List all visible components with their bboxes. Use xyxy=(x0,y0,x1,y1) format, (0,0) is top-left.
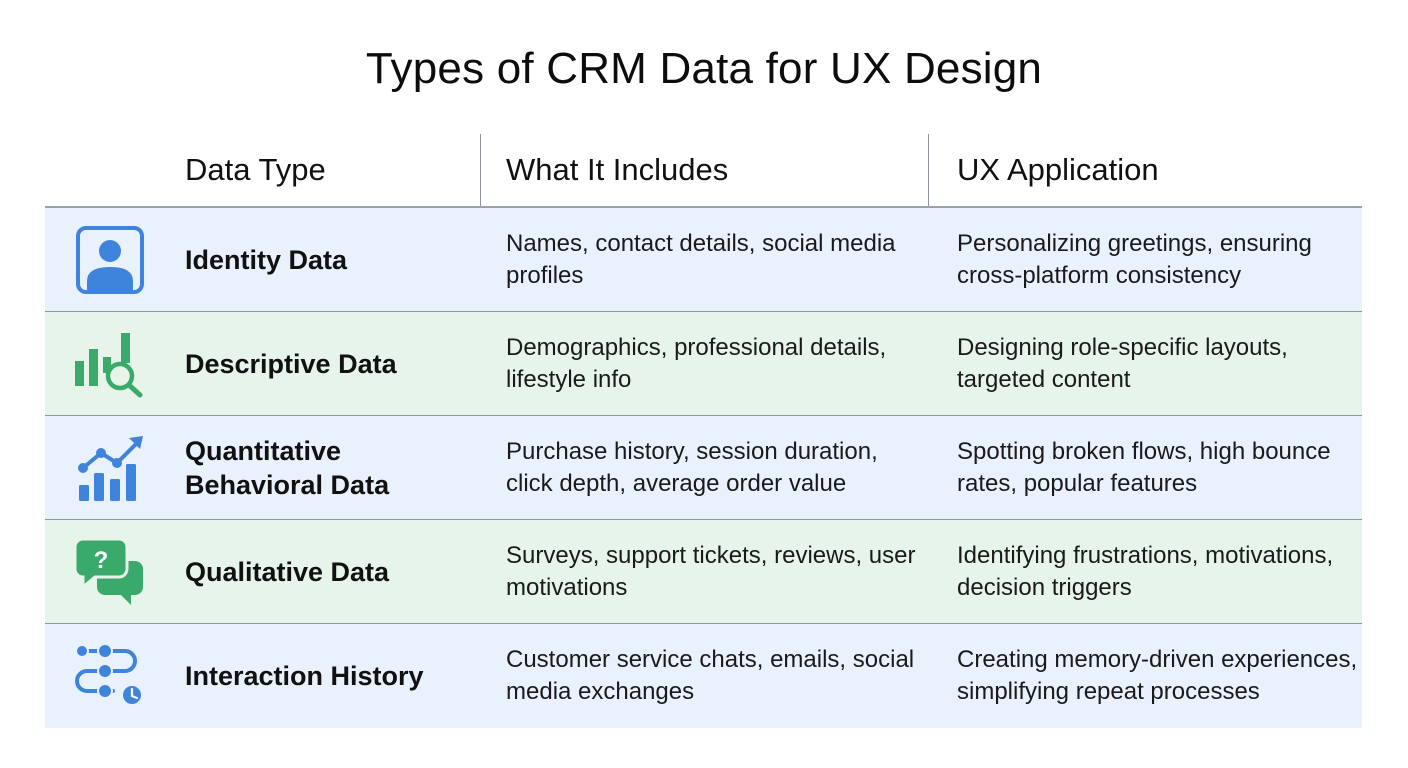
identity-profile-icon xyxy=(73,225,147,295)
header-data-type: Data Type xyxy=(185,152,326,187)
table-row: Interaction History Customer service cha… xyxy=(45,624,1362,728)
trend-chart-icon xyxy=(73,433,147,503)
data-type-label: Qualitative Data xyxy=(185,556,390,587)
timeline-history-icon xyxy=(73,641,147,711)
table-row: ? Qualitative Data Surveys, support tick… xyxy=(45,520,1362,624)
page-title: Types of CRM Data for UX Design xyxy=(365,44,1043,93)
application-text: Designing role-specific layouts, targete… xyxy=(957,333,1288,393)
header-what-it-includes: What It Includes xyxy=(506,152,729,187)
table-row: Quantitative Behavioral Data Purchase hi… xyxy=(45,416,1362,520)
application-text: Personalizing greetings, ensuring cross-… xyxy=(957,229,1312,289)
table-header: Data Type What It Includes UX Applicatio… xyxy=(45,134,1362,208)
application-text: Spotting broken flows, high bounce rates… xyxy=(957,437,1331,497)
table-row: Identity Data Names, contact details, so… xyxy=(45,208,1362,312)
includes-text: Purchase history, session duration, clic… xyxy=(506,437,878,497)
includes-text: Customer service chats, emails, social m… xyxy=(506,645,915,705)
crm-data-table: Data Type What It Includes UX Applicatio… xyxy=(45,134,1362,728)
data-type-label: Interaction History xyxy=(185,660,424,691)
chat-question-icon: ? xyxy=(73,537,147,607)
bar-chart-search-icon xyxy=(73,329,147,399)
application-text: Creating memory-driven experiences, simp… xyxy=(957,645,1358,705)
svg-text:?: ? xyxy=(94,547,109,574)
header-ux-application: UX Application xyxy=(957,152,1159,187)
data-type-label: Identity Data xyxy=(185,244,348,275)
data-type-label: Descriptive Data xyxy=(185,348,397,379)
data-type-label: Quantitative Behavioral Data xyxy=(185,435,390,500)
includes-text: Demographics, professional details, life… xyxy=(506,333,887,393)
table-row: Descriptive Data Demographics, professio… xyxy=(45,312,1362,416)
includes-text: Names, contact details, social media pro… xyxy=(506,229,896,289)
includes-text: Surveys, support tickets, reviews, user … xyxy=(506,541,916,601)
application-text: Identifying frustrations, motivations, d… xyxy=(957,541,1334,601)
